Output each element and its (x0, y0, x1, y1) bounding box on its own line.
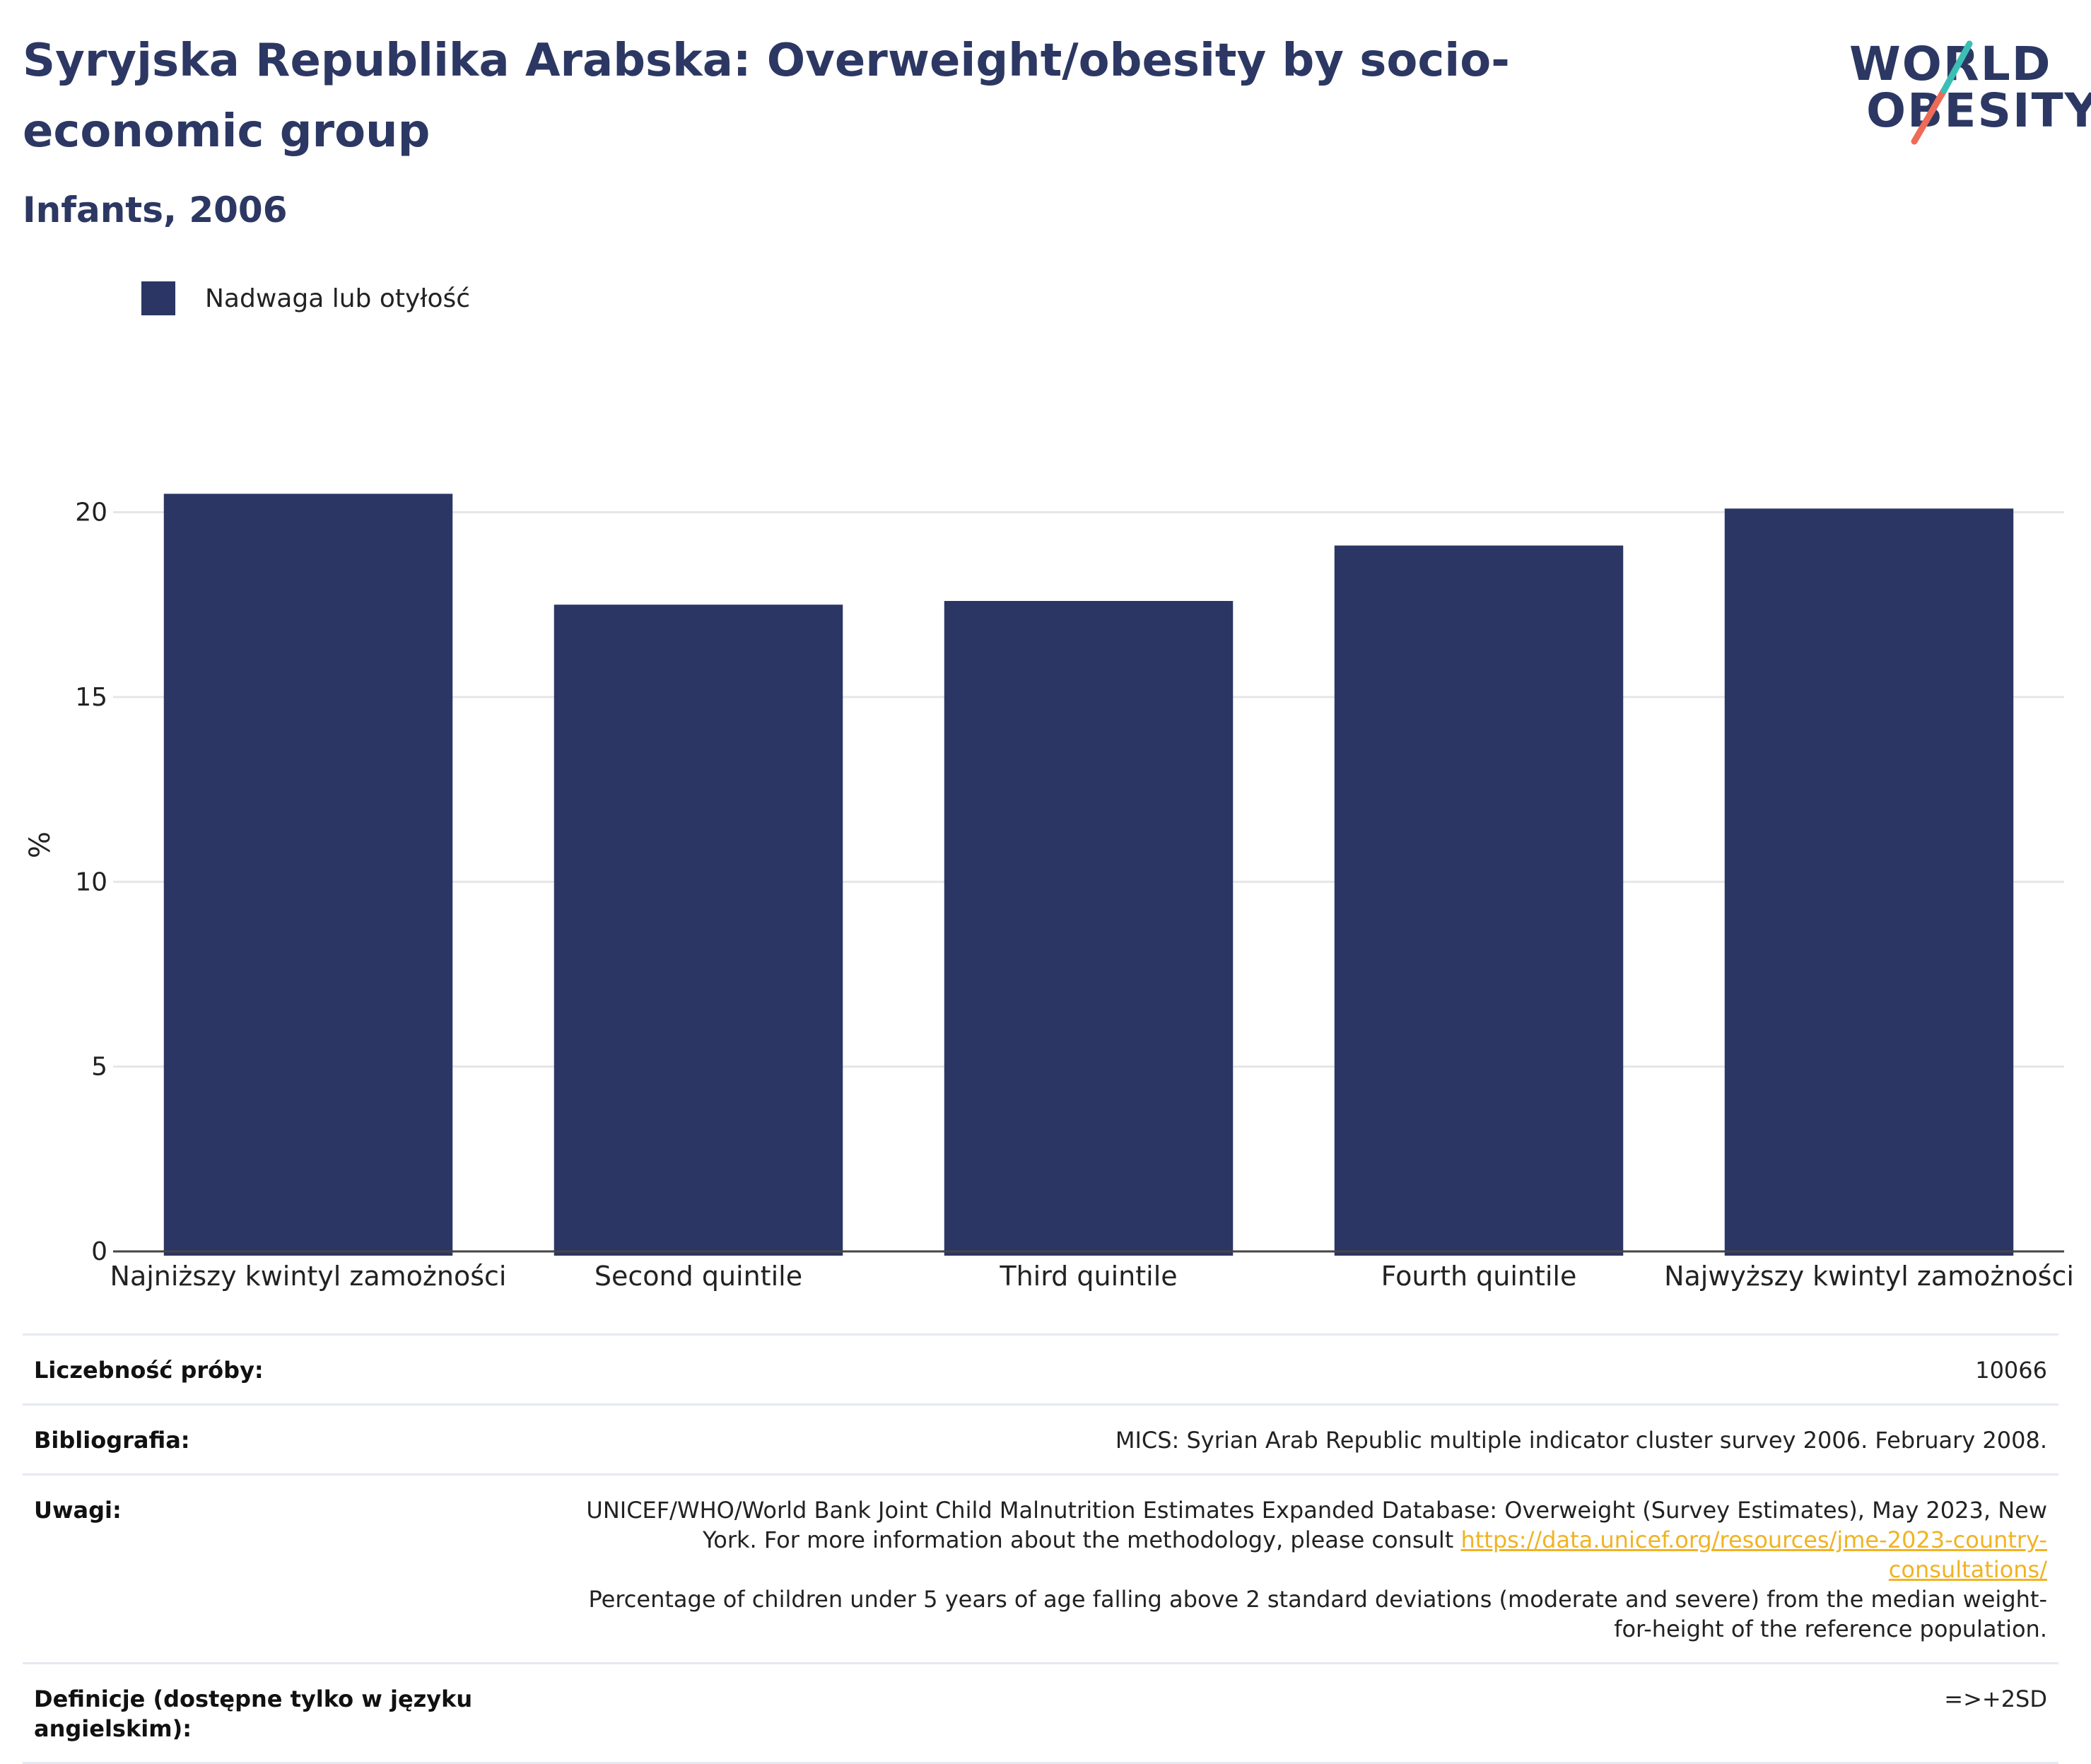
x-tick-label: Third quintile (999, 1261, 1177, 1292)
x-tick-label: Najwyższy kwintyl zamożności (1664, 1261, 2074, 1292)
y-tick-label: 15 (75, 683, 107, 712)
meta-row-notes: Uwagi: UNICEF/WHO/World Bank Joint Child… (23, 1473, 2058, 1662)
logo-word-obesity: OBESITY (1866, 83, 2091, 138)
meta-row-sample: Liczebność próby: 10066 (23, 1333, 2058, 1403)
x-tick-label: Najniższy kwintyl zamożności (110, 1261, 507, 1292)
bar-chart: 0 5 10 15 20 Najniższy kwintyl zamożności Seco… (24, 493, 2074, 1292)
x-tick-label: Fourth quintile (1381, 1261, 1577, 1292)
legend-swatch (141, 281, 175, 315)
meta-biblio-label: Bibliografia: (34, 1427, 190, 1454)
y-tick-label: 5 (91, 1053, 107, 1082)
bar (163, 493, 453, 1256)
meta-notes-label: Uwagi: (34, 1497, 122, 1524)
meta-notes-value: UNICEF/WHO/World Bank Joint Child Malnut… (563, 1495, 2047, 1644)
meta-notes-link[interactable]: https://data.unicef.org/resources/jme-20… (1460, 1526, 2047, 1583)
meta-notes-text: UNICEF/WHO/World Bank Joint Child Malnut… (586, 1497, 2047, 1553)
meta-biblio-value: MICS: Syrian Arab Republic multiple indi… (1115, 1427, 2047, 1454)
legend[interactable]: Nadwaga lub otyłość (141, 281, 470, 315)
logo-slash-icon (1911, 40, 1973, 145)
chart-subtitle: Infants, 2006 (23, 189, 288, 230)
meta-row-definitions: Definicje (dostępne tylko w języku angie… (23, 1662, 2058, 1764)
legend-label: Nadwaga lub otyłość (205, 284, 471, 313)
bar (1334, 545, 1624, 1256)
y-tick-label: 0 (91, 1237, 107, 1266)
meta-def-label: Definicje (dostępne tylko w języku angie… (34, 1686, 473, 1742)
y-tick-label: 20 (75, 498, 107, 527)
bar (554, 604, 843, 1256)
meta-def-value: =>+2SD (1944, 1686, 2047, 1712)
bar (1724, 508, 2014, 1256)
metadata-table: Liczebność próby: 10066 Bibliografia: MI… (23, 1333, 2058, 1764)
y-tick-label: 10 (75, 868, 107, 896)
meta-sample-value: 10066 (1975, 1357, 2047, 1384)
y-axis-label: % (24, 831, 57, 858)
meta-sample-label: Liczebność próby: (34, 1357, 264, 1384)
meta-row-bibliography: Bibliografia: MICS: Syrian Arab Republic… (23, 1403, 2058, 1473)
bar (944, 601, 1234, 1256)
meta-notes-text-2: Percentage of children under 5 years of … (588, 1586, 2048, 1642)
x-tick-label: Second quintile (594, 1261, 802, 1292)
world-obesity-logo: WORLD OBESITY (1838, 20, 2091, 154)
chart-title: Syryjska Republika Arabska: Overweight/o… (23, 35, 1510, 158)
